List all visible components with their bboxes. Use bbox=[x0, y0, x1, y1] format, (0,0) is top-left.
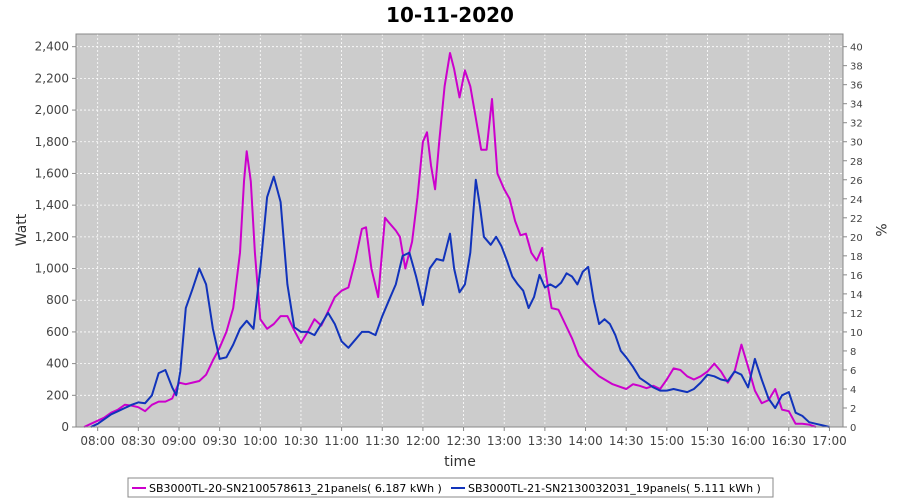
y-tick-label: 1,200 bbox=[35, 230, 69, 244]
y-right-tick-label: 36 bbox=[850, 81, 863, 92]
series-line-1 bbox=[83, 52, 817, 428]
x-tick-label: 16:30 bbox=[771, 434, 806, 448]
x-tick-label: 08:30 bbox=[121, 434, 156, 448]
x-tick-label: 16:00 bbox=[731, 434, 766, 448]
y-right-tick-label: 32 bbox=[850, 119, 863, 130]
y-right-tick-label: 28 bbox=[850, 157, 863, 168]
x-tick-label: 11:30 bbox=[365, 434, 400, 448]
x-tick-label: 10:00 bbox=[243, 434, 278, 448]
y-right-tick-label: 22 bbox=[850, 214, 863, 225]
y-right-tick-label: 8 bbox=[850, 347, 856, 358]
y-tick-label: 0 bbox=[61, 420, 69, 434]
x-tick-label: 08:00 bbox=[80, 434, 115, 448]
y-right-tick-label: 20 bbox=[850, 233, 863, 244]
legend-label-1: SB3000TL-20-SN2100578613_21panels( 6.187… bbox=[149, 482, 442, 495]
x-tick-label: 11:00 bbox=[324, 434, 359, 448]
x-tick-label: 09:00 bbox=[162, 434, 197, 448]
y-right-tick-label: 18 bbox=[850, 252, 863, 263]
x-tick-label: 14:30 bbox=[609, 434, 644, 448]
y-tick-label: 1,600 bbox=[35, 166, 69, 180]
bottom-axis: 08:00 08:30 09:00 09:30 10:00 10:30 11:00 11:30… bbox=[80, 427, 847, 448]
x-tick-label: 15:30 bbox=[690, 434, 725, 448]
y-tick-label: 600 bbox=[46, 325, 69, 339]
y-axis-label: Watt bbox=[14, 213, 30, 246]
y-right-tick-label: 34 bbox=[850, 100, 863, 111]
x-tick-label: 09:30 bbox=[202, 434, 237, 448]
y-axis-right-label: % bbox=[872, 223, 888, 236]
x-tick-label: 13:00 bbox=[487, 434, 522, 448]
y-right-tick-label: 40 bbox=[850, 43, 863, 54]
x-tick-label: 12:00 bbox=[406, 434, 441, 448]
y-right-tick-label: 38 bbox=[850, 62, 863, 73]
series-layer bbox=[83, 52, 830, 428]
legend-label-2: SB3000TL-21-SN2130032031_19panels( 5.111… bbox=[468, 482, 761, 495]
y-right-tick-label: 12 bbox=[850, 309, 863, 320]
x-tick-label: 17:00 bbox=[812, 434, 847, 448]
chart-title: 10-11-2020 bbox=[386, 3, 514, 27]
y-right-tick-label: 2 bbox=[850, 404, 856, 415]
y-tick-label: 2,200 bbox=[35, 71, 69, 85]
y-tick-label: 2,400 bbox=[35, 40, 69, 54]
left-axis: 0 200 400 600 800 1,000 1,200 1,400 1,600 1,800 2,… bbox=[35, 40, 76, 434]
y-right-tick-label: 16 bbox=[850, 271, 863, 282]
plot-area bbox=[76, 34, 843, 427]
y-right-tick-label: 26 bbox=[850, 176, 863, 187]
y-tick-label: 1,400 bbox=[35, 198, 69, 212]
y-tick-label: 400 bbox=[46, 357, 69, 371]
y-right-tick-label: 14 bbox=[850, 290, 863, 301]
y-tick-label: 1,000 bbox=[35, 262, 69, 276]
x-tick-label: 10:30 bbox=[284, 434, 319, 448]
legend-box bbox=[127, 477, 774, 498]
x-tick-label: 15:00 bbox=[650, 434, 685, 448]
y-tick-label: 1,800 bbox=[35, 135, 69, 149]
y-tick-label: 200 bbox=[46, 388, 69, 402]
legend: SB3000TL-20-SN2100578613_21panels( 6.187… bbox=[127, 477, 774, 498]
y-right-tick-label: 4 bbox=[850, 385, 856, 396]
plot-border bbox=[75, 33, 844, 428]
y-right-tick-label: 24 bbox=[850, 195, 863, 206]
x-tick-label: 14:00 bbox=[568, 434, 603, 448]
y-right-tick-label: 0 bbox=[850, 423, 856, 434]
y-right-tick-label: 10 bbox=[850, 328, 863, 339]
y-tick-label: 2,000 bbox=[35, 103, 69, 117]
x-axis-label: time bbox=[444, 454, 476, 470]
y-right-tick-label: 30 bbox=[850, 138, 863, 149]
y-tick-label: 800 bbox=[46, 293, 69, 307]
x-tick-label: 12:30 bbox=[446, 434, 481, 448]
series-line-2 bbox=[90, 175, 830, 428]
x-tick-label: 13:30 bbox=[528, 434, 563, 448]
grid-lines bbox=[76, 34, 843, 427]
y-right-tick-label: 6 bbox=[850, 366, 856, 377]
